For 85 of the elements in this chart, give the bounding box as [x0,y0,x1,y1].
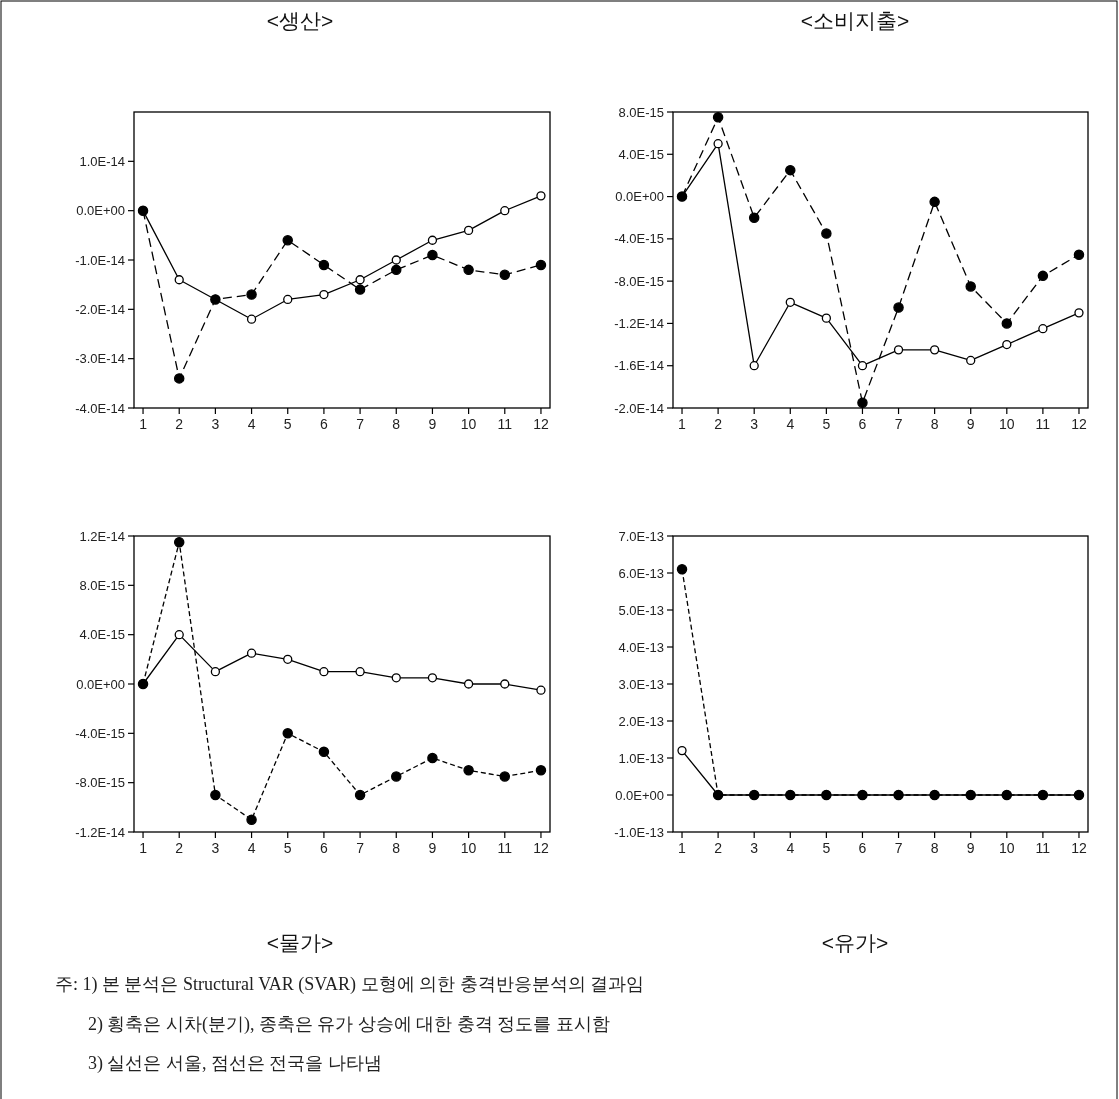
x-tick-label: 7 [356,416,365,432]
x-tick-label: 6 [320,840,329,856]
chart-title: <소비지출> [800,9,910,32]
x-tick-label: 8 [930,416,939,432]
x-tick-label: 3 [750,416,759,432]
x-tick-label: 11 [497,416,513,432]
x-tick-label: 5 [822,840,831,856]
x-tick-label: 11 [1035,416,1051,432]
x-tick-label: 5 [822,416,831,432]
x-tick-label: 11 [497,840,513,856]
x-tick-label: 12 [1071,840,1087,856]
x-tick-label: 9 [428,416,437,432]
x-tick-label: 7 [894,840,903,856]
y-tick-label: -4.0E-14 [75,400,125,416]
y-tick-label: -4.0E-15 [75,725,125,741]
y-tick-label: 4.0E-15 [79,627,125,643]
y-tick-label: 7.0E-13 [618,528,664,544]
x-tick-label: 3 [211,416,220,432]
text: 주: 1) 본 분석은 Structural VAR (SVAR) 모형에 의한 충격반응분석의 결과임 [55,974,645,995]
y-tick-label: 1.2E-14 [79,528,125,544]
y-tick-label: -1.6E-14 [614,358,664,374]
y-tick-label: -1.2E-14 [614,315,664,331]
x-tick-label: 4 [247,840,256,856]
y-tick-label: 0.0E+00 [76,676,125,692]
y-tick-label: 6.0E-13 [618,565,664,581]
y-tick-label: -3.0E-14 [75,351,125,367]
x-tick-label: 8 [392,840,401,856]
x-tick-label: 12 [533,416,549,432]
y-tick-label: 8.0E-15 [79,577,125,593]
y-tick-label: 0.0E+00 [615,189,664,205]
x-tick-label: 1 [678,840,687,856]
x-tick-label: 9 [428,840,437,856]
chart-title: <생산> [266,9,334,32]
x-tick-label: 12 [1071,416,1087,432]
x-tick-label: 1 [678,416,687,432]
y-tick-label: 4.0E-13 [618,639,664,655]
x-tick-label: 2 [714,416,723,432]
x-tick-label: 7 [356,840,365,856]
x-tick-label: 10 [460,416,477,432]
x-tick-label: 3 [211,840,220,856]
x-tick-label: 8 [392,416,401,432]
x-tick-label: 1 [139,840,148,856]
y-tick-label: -2.0E-14 [75,301,125,317]
y-tick-label: -1.0E-13 [614,824,664,840]
x-tick-label: 11 [1035,840,1051,856]
x-tick-label: 7 [894,416,903,432]
x-tick-label: 6 [858,416,867,432]
y-tick-label: 5.0E-13 [618,602,664,618]
y-tick-label: -4.0E-15 [614,231,664,247]
x-tick-label: 9 [966,840,975,856]
x-tick-label: 9 [966,416,975,432]
x-tick-label: 2 [714,840,723,856]
x-tick-label: 8 [930,840,939,856]
x-tick-label: 10 [999,416,1015,432]
y-tick-label: -2.0E-14 [614,400,664,416]
x-tick-label: 1 [139,416,148,432]
x-tick-label: 12 [533,840,549,856]
y-tick-label: 4.0E-15 [618,146,664,162]
text: <유가> [821,931,889,954]
y-tick-label: 0.0E+00 [615,787,664,803]
x-tick-label: 6 [320,416,329,432]
x-tick-label: 4 [786,840,795,856]
x-tick-label: 2 [175,840,184,856]
y-tick-label: -1.2E-14 [75,824,125,840]
y-tick-label: 1.0E-14 [79,153,125,169]
x-tick-label: 10 [999,840,1015,856]
x-tick-label: 6 [858,840,867,856]
y-tick-label: -1.0E-14 [75,252,125,268]
x-tick-label: 3 [750,840,759,856]
y-tick-label: 3.0E-13 [618,676,664,692]
x-tick-label: 5 [283,840,292,856]
x-tick-label: 4 [247,416,256,432]
text: <물가> [266,931,334,954]
text: 2) 횡축은 시차(분기), 종축은 유가 상승에 대한 충격 정도를 표시함 [88,1014,610,1035]
x-tick-label: 10 [460,840,477,856]
y-tick-label: 2.0E-13 [618,713,664,729]
y-tick-label: 1.0E-13 [618,750,664,766]
x-tick-label: 2 [175,416,184,432]
y-tick-label: -8.0E-15 [614,273,664,289]
text: 3) 실선은 서울, 점선은 전국을 나타냄 [88,1053,382,1074]
x-tick-label: 5 [283,416,292,432]
y-tick-label: 0.0E+00 [76,203,125,219]
y-tick-label: -8.0E-15 [75,775,125,791]
x-tick-label: 4 [786,416,795,432]
y-tick-label: 8.0E-15 [618,104,664,120]
